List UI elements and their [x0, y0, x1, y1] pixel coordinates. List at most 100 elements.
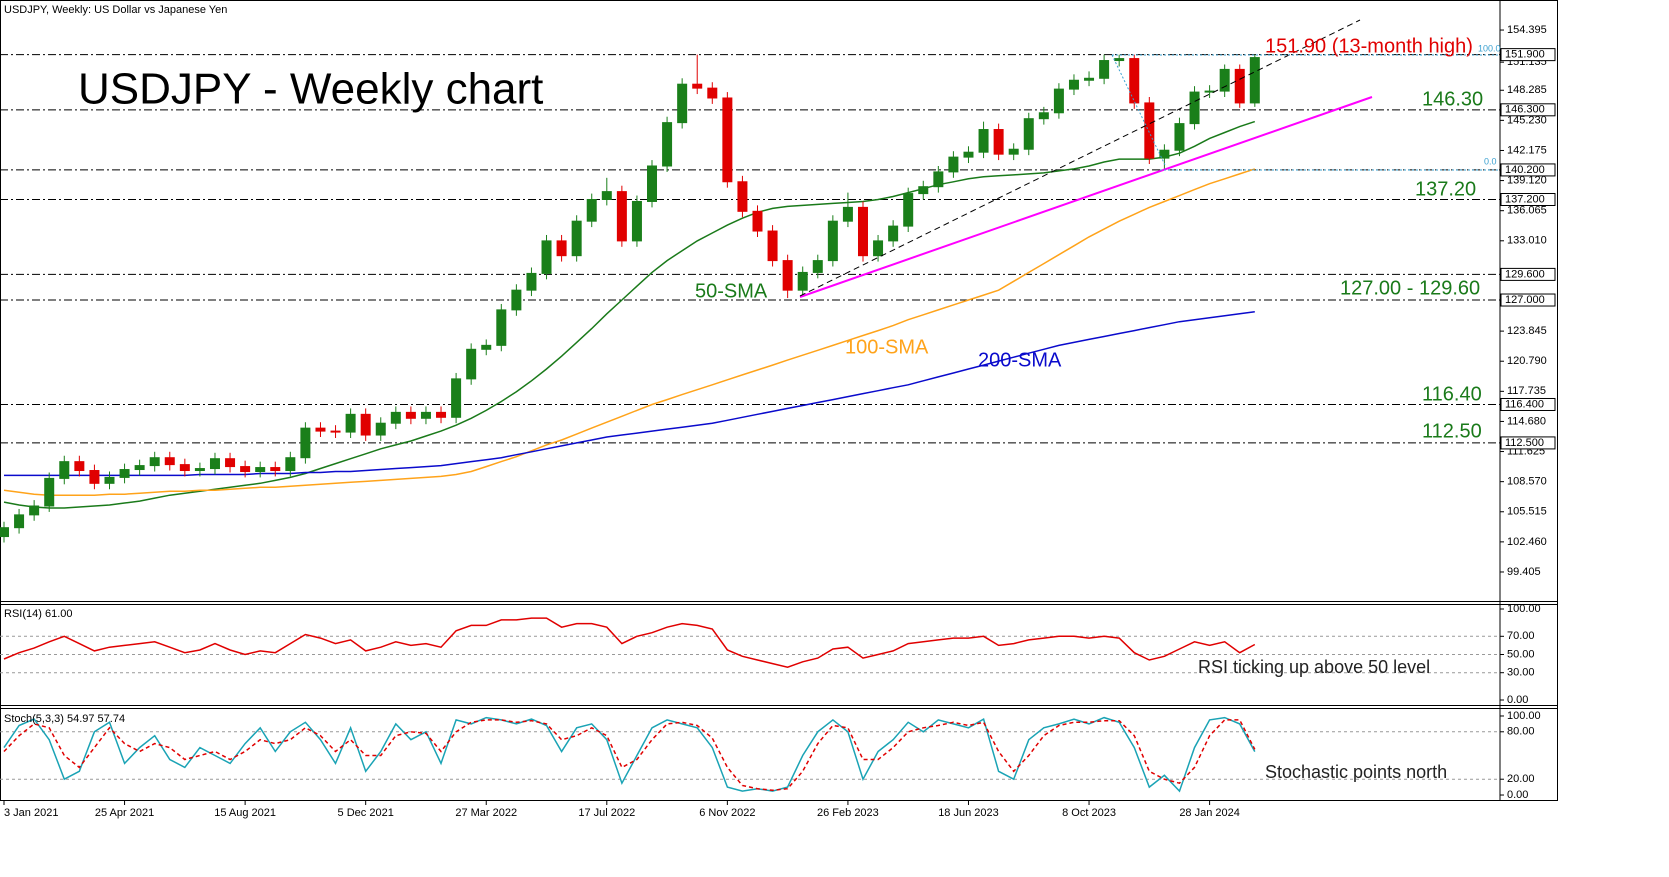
annotation: 116.40	[1422, 383, 1482, 405]
y-tick-label: 80.00	[1507, 726, 1535, 738]
y-tick-label: 133.010	[1507, 235, 1547, 247]
candle-body	[526, 272, 537, 291]
y-tick-label: 50.00	[1507, 648, 1535, 660]
candle-body	[29, 505, 40, 516]
channel-line	[799, 19, 1361, 297]
y-tick-label: 148.285	[1507, 84, 1547, 96]
annotation: 112.50	[1422, 420, 1482, 442]
candle-body	[119, 469, 130, 478]
candle-body	[14, 514, 25, 529]
candle-body	[827, 220, 838, 262]
y-tick-label: 117.735	[1507, 385, 1546, 397]
candle-body	[1219, 68, 1230, 92]
candle-body	[1099, 60, 1110, 79]
annotation: 151.90 (13-month high)	[1265, 35, 1473, 57]
y-tick-label: 0.00	[1507, 789, 1528, 801]
series-line	[3, 617, 1256, 668]
x-tick-label: 28 Jan 2024	[1179, 807, 1240, 819]
candle-body	[978, 129, 989, 153]
candle-body	[1068, 79, 1079, 90]
candle-body	[677, 83, 688, 124]
y-tick-label: 30.00	[1507, 667, 1535, 679]
level-label: 140.200	[1505, 164, 1545, 176]
candle-body	[1038, 112, 1049, 120]
fib-connector	[1111, 54, 1166, 166]
candle-body	[104, 476, 115, 484]
candle-body	[179, 464, 190, 472]
fib-label: 100.0	[1478, 43, 1501, 53]
candle-body	[647, 165, 658, 202]
level-label: 151.900	[1505, 49, 1545, 61]
candle-body	[300, 427, 311, 459]
candle-body	[134, 465, 145, 471]
candle-body	[692, 83, 703, 89]
candle-body	[857, 206, 868, 257]
x-tick-label: 26 Feb 2023	[817, 807, 879, 819]
level-label: 127.000	[1505, 294, 1545, 306]
candle-body	[888, 225, 899, 242]
level-label: 146.300	[1505, 104, 1545, 116]
candle-body	[194, 468, 205, 472]
x-tick-label: 25 Apr 2021	[95, 807, 154, 819]
candle-body	[59, 461, 70, 479]
x-tick-label: 3 Jan 2021	[4, 807, 58, 819]
candle-body	[330, 430, 341, 433]
candle-body	[1249, 57, 1260, 104]
candle-body	[1189, 91, 1200, 125]
candle-body	[842, 206, 853, 222]
y-tick-label: 102.460	[1507, 536, 1547, 548]
candle-body	[436, 411, 447, 418]
candle-body	[662, 122, 673, 167]
candle-body	[44, 477, 55, 507]
annotation: 137.20	[1415, 178, 1476, 200]
candle-body	[89, 470, 100, 484]
candle-body	[993, 129, 1004, 155]
level-box	[1500, 397, 1556, 411]
series-line	[4, 311, 1255, 477]
y-tick-label: 139.120	[1507, 174, 1547, 186]
candle-body	[1053, 88, 1064, 114]
y-tick-label: 114.680	[1507, 415, 1546, 427]
y-tick-label: 145.230	[1507, 114, 1547, 126]
candle-body	[255, 467, 266, 473]
candle-body	[812, 260, 823, 273]
y-tick-label: 0.00	[1507, 694, 1528, 706]
x-tick-label: 15 Aug 2021	[214, 807, 276, 819]
candle-body	[616, 191, 627, 242]
panel-title: RSI(14) 61.00	[4, 608, 72, 620]
panel-title: Stoch(5,3,3) 54.97 57.74	[4, 713, 125, 725]
candle-body	[1114, 58, 1125, 62]
x-tick-label: 5 Dec 2021	[338, 807, 394, 819]
level-label: 116.400	[1505, 398, 1544, 410]
x-tick-label: 8 Oct 2023	[1062, 807, 1116, 819]
chart-title: USDJPY - Weekly chart	[78, 65, 543, 114]
annotation: 146.30	[1422, 88, 1483, 110]
candle-body	[420, 411, 431, 419]
candle-body	[873, 240, 884, 257]
candle-body	[209, 458, 220, 470]
y-tick-label: 120.790	[1507, 355, 1547, 367]
candle-body	[466, 348, 477, 380]
candle-body	[722, 97, 733, 183]
level-box	[1500, 103, 1556, 117]
level-box	[1500, 192, 1556, 206]
candle-body	[496, 309, 507, 346]
candle-body	[149, 457, 160, 467]
candle-body	[1008, 148, 1019, 155]
level-box	[1500, 267, 1556, 281]
series-label: 100-SMA	[845, 336, 929, 358]
candle-body	[1159, 149, 1170, 159]
series-line	[3, 716, 1256, 793]
candle-body	[0, 527, 9, 538]
y-tick-label: 105.515	[1507, 506, 1547, 518]
candle-body	[481, 344, 492, 350]
candle-body	[451, 378, 462, 418]
candle-body	[1084, 77, 1095, 81]
y-tick-label: 100.00	[1507, 710, 1541, 722]
level-box	[1500, 293, 1556, 307]
candle-body	[903, 193, 914, 227]
candle-body	[707, 87, 718, 99]
candle-body	[556, 240, 567, 257]
candle-body	[405, 411, 416, 419]
y-tick-label: 142.175	[1507, 144, 1547, 156]
